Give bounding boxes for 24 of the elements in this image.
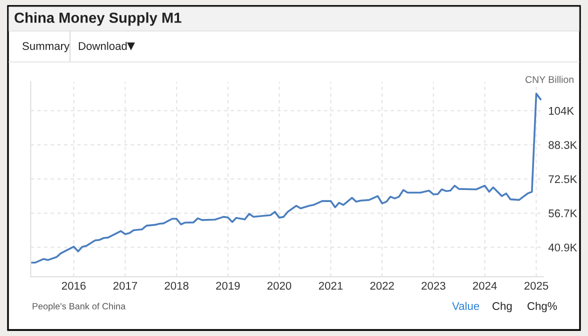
x-tick-label: 2023 <box>422 282 446 290</box>
y-tick-label: 72.5K <box>548 175 578 184</box>
chart-title: China Money Supply M1 <box>14 12 182 26</box>
x-tick-label: 2022 <box>370 282 394 290</box>
x-tick-label: 2021 <box>318 282 343 290</box>
y-tick-label: 88.3K <box>548 141 578 149</box>
y-tick-label: 104K <box>549 106 574 115</box>
x-tick-label: 2020 <box>267 282 292 290</box>
y-tick-label: 56.7K <box>548 209 578 218</box>
text: Summary <box>22 42 70 52</box>
x-tick-label: 2016 <box>62 282 86 290</box>
y-tick-label: 40.9K <box>548 244 578 252</box>
x-tick-label: 2019 <box>216 282 240 290</box>
x-tick-label: 2024 <box>472 282 497 290</box>
y-axis-title: CNY Billion <box>526 76 574 83</box>
text: Chg% <box>528 302 557 312</box>
line-series <box>30 92 542 264</box>
text: Download <box>78 42 127 50</box>
x-tick-label: 2025 <box>524 282 548 290</box>
text: Value <box>452 302 480 310</box>
text: Chg <box>492 302 512 312</box>
text: People's Bank of China <box>32 302 126 312</box>
x-tick-label: 2018 <box>164 282 188 290</box>
x-tick-label: 2017 <box>113 282 138 290</box>
